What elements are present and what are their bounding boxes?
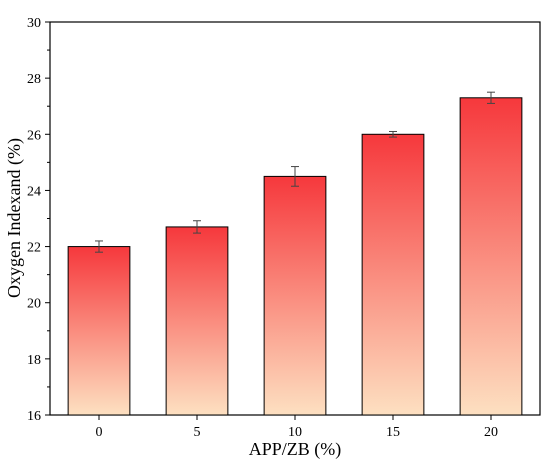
bar-20 (459, 97, 523, 416)
error-bar-5 (193, 220, 201, 234)
x-tick-label-0: 0 (96, 425, 103, 440)
y-tick-label-26: 26 (27, 128, 41, 143)
y-tick-label-20: 20 (27, 297, 41, 312)
bar-15 (361, 133, 425, 416)
y-tick-label-16: 16 (27, 409, 41, 424)
y-tick-label-22: 22 (27, 241, 41, 256)
x-tick-label-10: 10 (288, 425, 302, 440)
y-tick-label-18: 18 (27, 353, 41, 368)
y-tick-label-24: 24 (27, 184, 41, 199)
error-bar-10 (291, 166, 299, 187)
axis-ticks: 0 5 10 15 20 16 18 20 22 24 26 28 30 (27, 16, 498, 440)
y-axis-title: Oxygen Indexand (%) (4, 138, 25, 298)
bar-5 (165, 226, 229, 416)
x-tick-label-20: 20 (484, 425, 498, 440)
y-tick-label-28: 28 (27, 72, 41, 87)
x-tick-label-5: 5 (194, 425, 201, 440)
x-tick-label-15: 15 (386, 425, 400, 440)
error-bar-15 (389, 130, 397, 138)
error-bar-0 (95, 240, 103, 253)
bar-10 (263, 175, 327, 416)
bar-0 (67, 246, 131, 416)
error-bar-20 (487, 91, 495, 104)
y-tick-label-30: 30 (27, 16, 41, 31)
bars (67, 91, 523, 416)
x-axis-title: APP/ZB (%) (249, 439, 342, 460)
